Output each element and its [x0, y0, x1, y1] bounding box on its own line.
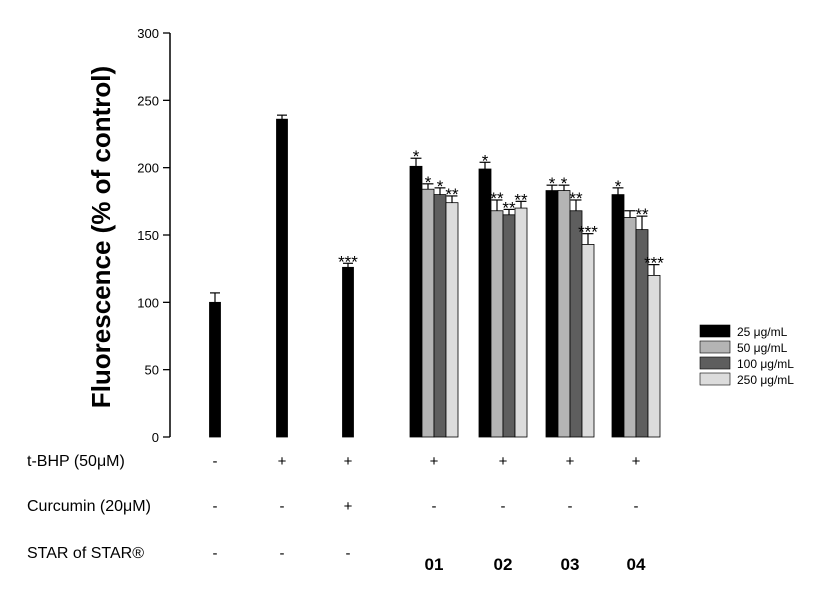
legend-swatch — [699, 372, 731, 386]
group-02-2-bar — [502, 214, 516, 438]
group-02-3-bar — [514, 207, 528, 438]
group-01-0-significance: * — [413, 147, 420, 166]
group-04-2-significance: ** — [635, 205, 649, 224]
group-01-2-significance: * — [437, 177, 444, 196]
condition-sign: - — [346, 545, 351, 562]
group-04-0-bar — [611, 194, 625, 438]
legend-label: 250 μg/mL — [737, 373, 794, 387]
group-01-3-bar — [445, 202, 459, 438]
legend-swatch — [699, 324, 731, 338]
condition-sign: + — [344, 498, 353, 515]
group-label: 04 — [627, 555, 646, 574]
group-03-1-bar — [557, 190, 571, 438]
y-tick-label: 100 — [137, 295, 159, 310]
condition-sign: - — [280, 545, 285, 562]
condition-rows: t-BHP (50μM) - + + + + + + Curcumin (20μM) - - + - - -… — [27, 453, 646, 574]
single-1-bar — [276, 118, 288, 438]
condition-sign: + — [278, 453, 287, 470]
condition-sign: + — [632, 453, 641, 470]
condition-sign: + — [344, 453, 353, 470]
condition-sign: - — [432, 498, 437, 515]
group-01-1-bar — [421, 188, 435, 438]
y-tick-label: 300 — [137, 26, 159, 41]
legend-label: 25 μg/mL — [737, 325, 788, 339]
group-04-0-significance: * — [615, 177, 622, 196]
condition-sign: + — [566, 453, 575, 470]
group-03-2-bar — [569, 210, 583, 438]
group-label: 02 — [494, 555, 513, 574]
single-2-significance: *** — [338, 252, 358, 271]
group-02-1-significance: ** — [490, 189, 504, 208]
single-2-bar — [342, 266, 354, 438]
y-tick-label: 50 — [145, 363, 159, 378]
bars: ***** * ********** ************ — [209, 114, 664, 438]
y-ticks: 0 50 100 150 200 250 300 — [137, 26, 170, 445]
condition-sign: - — [213, 498, 218, 515]
group-01-2-bar — [433, 194, 447, 438]
condition-sign: - — [634, 498, 639, 515]
condition-sign: - — [213, 453, 218, 470]
group-04-1-bar — [623, 217, 637, 438]
row-label: t-BHP (50μM) — [27, 453, 125, 470]
group-02-0-bar — [478, 168, 492, 438]
condition-sign: + — [430, 453, 439, 470]
group-label: 03 — [561, 555, 580, 574]
group-01-3-significance: ** — [445, 185, 459, 204]
group-04-3-bar — [647, 274, 661, 438]
group-02-3-significance: ** — [514, 190, 528, 209]
group-02-2-significance: ** — [502, 198, 516, 217]
y-tick-label: 0 — [152, 430, 159, 445]
single-0-bar — [209, 301, 221, 438]
group-04-3-significance: *** — [644, 254, 664, 273]
group-03-0-bar — [545, 190, 559, 438]
condition-sign: - — [280, 498, 285, 515]
legend: 25 μg/mL 50 μg/mL 100 μg/mL 250 μg/mL — [699, 324, 794, 387]
group-01-1-significance: * — [425, 173, 432, 192]
y-tick-label: 250 — [137, 93, 159, 108]
y-axis-label: Fluorescence (% of control) — [86, 66, 116, 408]
group-03-3-significance: *** — [578, 223, 598, 242]
row-label: STAR of STAR® — [27, 545, 144, 562]
group-03-1-significance: * — [561, 174, 568, 193]
condition-sign: + — [499, 453, 508, 470]
y-tick-label: 150 — [137, 228, 159, 243]
group-03-0-significance: * — [549, 174, 556, 193]
legend-swatch — [699, 340, 731, 354]
group-02-0-significance: * — [482, 151, 489, 170]
group-03-3-bar — [581, 244, 595, 438]
condition-sign: - — [213, 545, 218, 562]
legend-label: 50 μg/mL — [737, 341, 788, 355]
legend-label: 100 μg/mL — [737, 357, 794, 371]
group-01-0-bar — [409, 165, 423, 438]
y-tick-label: 200 — [137, 161, 159, 176]
condition-sign: - — [501, 498, 506, 515]
legend-swatch — [699, 356, 731, 370]
condition-sign: - — [568, 498, 573, 515]
group-label: 01 — [425, 555, 444, 574]
row-label: Curcumin (20μM) — [27, 498, 151, 515]
group-02-1-bar — [490, 210, 504, 438]
group-03-2-significance: ** — [569, 189, 583, 208]
